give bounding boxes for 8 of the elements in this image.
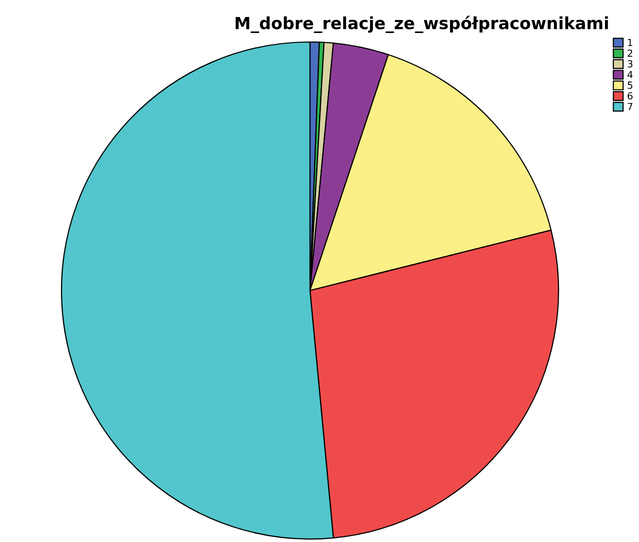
legend-label: 6 bbox=[628, 92, 633, 100]
legend-label: 1 bbox=[628, 38, 632, 46]
chart-title: M_dobre_relacje_ze_współpracownikami bbox=[236, 16, 608, 34]
legend-label: 4 bbox=[627, 70, 633, 78]
legend-label: 2 bbox=[628, 49, 632, 57]
legend-label: 5 bbox=[628, 82, 632, 89]
legend-label: 3 bbox=[628, 60, 632, 68]
legend-label: 7 bbox=[628, 102, 632, 110]
